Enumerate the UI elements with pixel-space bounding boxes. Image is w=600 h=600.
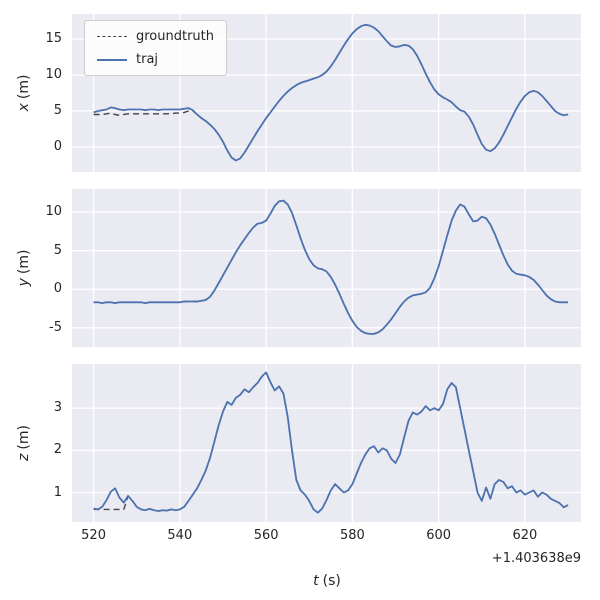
series-traj [93,371,569,514]
y-tick-label-y-0: 0 [53,281,62,297]
y-tick-label-x-10: 10 [45,67,62,83]
y-tick-label-x-5: 5 [53,102,62,118]
axis-offset-text: +1.403638e9 [491,551,581,566]
x-tick-label-620: 620 [512,528,538,543]
y-tick-label-z-3: 3 [53,400,62,416]
groundtruth-dashed-line-swatch [97,36,127,37]
legend-entry-groundtruth: groundtruth [97,29,214,44]
y-tick-label-x-0: 0 [53,138,62,154]
series-traj [93,199,569,335]
y-tick-label-y--5: -5 [49,319,62,335]
x-tick-label-520: 520 [81,528,106,543]
legend-label-traj: traj [136,52,159,67]
subplot-y [72,189,581,347]
y-tick-label-z-1: 1 [53,484,62,500]
x-axis-unit: (s) [322,573,341,589]
legend-entry-traj: traj [97,52,214,67]
y-tick-label-y-10: 10 [45,204,62,220]
y-tick-label-x-15: 15 [45,31,62,47]
legend: groundtruth traj [84,20,228,76]
x-tick-label-540: 540 [167,528,193,543]
x-tick-label-580: 580 [339,528,365,543]
x-tick-label-600: 600 [426,528,452,543]
series-groundtruth [93,199,569,335]
y-tick-label-z-2: 2 [53,442,62,458]
subplot-z [72,364,581,522]
x-axis-var: t [313,573,319,589]
x-tick-label-560: 560 [253,528,279,543]
legend-label-groundtruth: groundtruth [136,29,215,44]
x-axis-label: t (s) [313,573,341,589]
traj-solid-line-swatch [97,58,127,61]
series-traj [93,23,569,162]
y-tick-label-y-5: 5 [53,242,62,258]
